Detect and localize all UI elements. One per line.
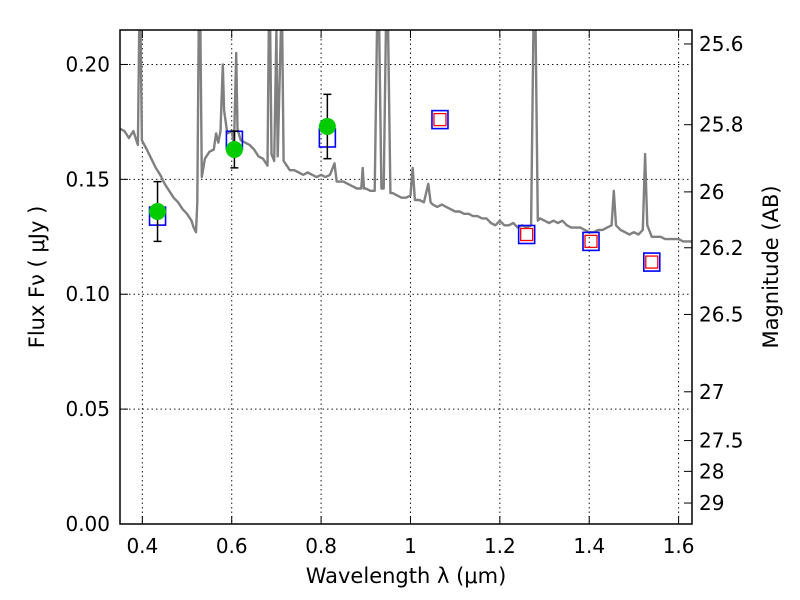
x-tick-label: 1.6 — [663, 534, 695, 558]
predicted-flux-square — [433, 112, 447, 127]
observed-flux-point — [318, 118, 336, 136]
x-axis-label: Wavelength λ (μm) — [306, 564, 507, 588]
y-axis-label-left: Flux Fν ( μJy ) — [25, 206, 49, 349]
plot-frame — [119, 29, 693, 525]
predicted-flux-square — [584, 234, 598, 249]
right-tick-label: 28 — [699, 459, 724, 483]
x-tick-label: 0.6 — [216, 534, 248, 558]
spectrum-layer — [120, 30, 692, 243]
right-tick-label: 26.5 — [699, 302, 744, 326]
right-tick-label: 25.8 — [699, 113, 744, 137]
grid-layer — [120, 30, 692, 525]
right-tick-label: 25.6 — [699, 32, 744, 56]
points-layer — [148, 93, 661, 272]
x-tick-label: 1.4 — [573, 534, 605, 558]
right-tick-label: 29 — [699, 491, 724, 515]
model-flux-square — [582, 231, 600, 252]
observed-flux-point — [225, 140, 243, 158]
y-tick-label: 0.20 — [65, 52, 110, 76]
predicted-flux-square — [520, 227, 534, 242]
x-tick-label: 1 — [404, 534, 417, 558]
right-tick-label: 27.5 — [699, 429, 744, 453]
model-flux-square — [431, 109, 449, 130]
y-tick-label: 0.00 — [65, 512, 110, 536]
x-tick-label: 0.8 — [305, 534, 337, 558]
model-flux-square — [517, 224, 536, 245]
template-spectrum-line — [120, 30, 692, 243]
model-flux-square — [642, 252, 661, 272]
x-tick-label: 0.4 — [126, 534, 158, 558]
predicted-flux-square — [645, 255, 659, 269]
y-tick-label: 0.05 — [65, 397, 110, 421]
y-axis-label-right: Magnitude (AB) — [759, 185, 783, 348]
right-tick-label: 26 — [699, 180, 724, 204]
observed-flux-point — [149, 203, 167, 221]
y-tick-label: 0.15 — [65, 167, 110, 191]
right-tick-label: 27 — [699, 380, 724, 404]
y-tick-label: 0.10 — [65, 282, 110, 306]
x-tick-label: 1.2 — [484, 534, 516, 558]
ticks-layer: 0.4 0.6 0.8 1 1.2 1.4 1.6 0.00 0.05 0.10 0.15 0.20 2… — [65, 30, 744, 558]
right-tick-label: 26.2 — [699, 236, 744, 260]
